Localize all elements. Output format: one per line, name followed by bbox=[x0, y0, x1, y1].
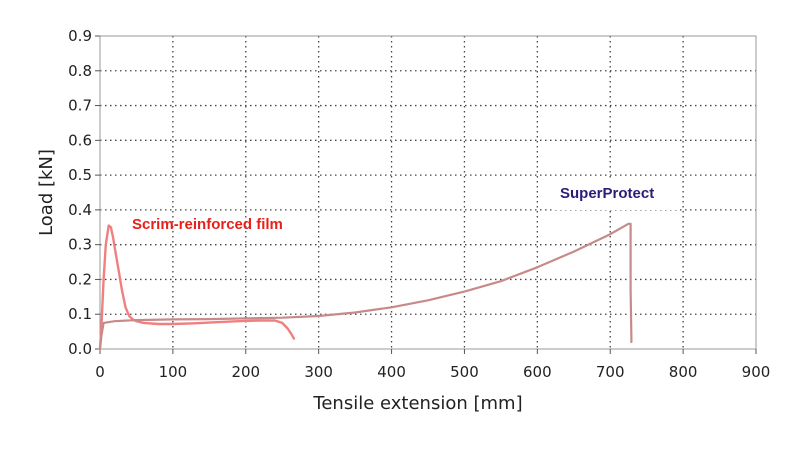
plot-area-frame bbox=[99, 35, 757, 350]
x-tick-label: 700 bbox=[596, 363, 625, 381]
series-lines bbox=[98, 222, 633, 351]
y-tick-label: 0.4 bbox=[68, 201, 92, 219]
x-tick-label: 500 bbox=[450, 363, 479, 381]
x-tick-label: 900 bbox=[742, 363, 771, 381]
y-tick-label: 0.5 bbox=[68, 166, 92, 184]
y-tick-label: 0.0 bbox=[68, 340, 92, 358]
x-tick-label: 300 bbox=[304, 363, 333, 381]
annotation-superprotect: SuperProtect bbox=[560, 185, 654, 202]
y-tick-label: 0.8 bbox=[68, 62, 92, 80]
annotation-scrim-reinforced-film: Scrim-reinforced film bbox=[132, 216, 283, 233]
axis-ticks: 0 100 200 300 400 500 600 700 800 900 0.0 0.1 0.2 0.3… bbox=[68, 27, 770, 381]
x-axis-title: Tensile extension [mm] bbox=[312, 393, 522, 414]
x-tick-label: 600 bbox=[523, 363, 552, 381]
x-tick-label: 100 bbox=[159, 363, 188, 381]
y-tick-label: 0.9 bbox=[68, 27, 92, 45]
y-tick-label: 0.3 bbox=[68, 236, 92, 254]
x-tick-label: 200 bbox=[231, 363, 260, 381]
y-tick-label: 0.7 bbox=[68, 97, 92, 115]
x-tick-label: 800 bbox=[669, 363, 698, 381]
x-tick-label: 0 bbox=[95, 363, 105, 381]
y-axis-title: Load [kN] bbox=[36, 149, 57, 236]
y-tick-label: 0.2 bbox=[68, 270, 92, 288]
series-line-superprotect bbox=[98, 222, 633, 351]
y-tick-label: 0.1 bbox=[68, 305, 92, 323]
x-tick-label: 400 bbox=[377, 363, 406, 381]
superprotect-label-background bbox=[552, 180, 680, 210]
y-tick-label: 0.6 bbox=[68, 131, 92, 149]
